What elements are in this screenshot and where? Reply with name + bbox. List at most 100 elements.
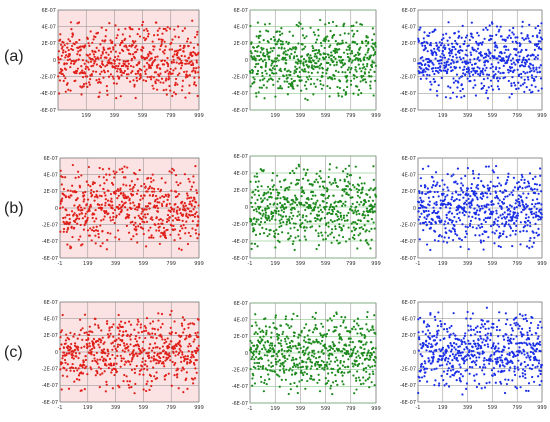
data-point — [322, 352, 325, 355]
data-point — [105, 178, 108, 182]
data-point — [313, 328, 316, 331]
data-point — [342, 216, 345, 219]
data-point — [298, 70, 301, 74]
data-point — [470, 203, 473, 207]
data-point — [330, 54, 334, 57]
data-point — [192, 181, 195, 184]
data-point — [70, 28, 73, 31]
data-point — [419, 184, 423, 187]
data-point — [144, 336, 147, 340]
data-point — [260, 57, 263, 61]
data-point — [355, 205, 358, 208]
data-point — [477, 73, 480, 76]
data-point — [288, 215, 291, 218]
data-point — [454, 180, 457, 183]
data-point — [125, 76, 129, 80]
data-point — [298, 362, 301, 365]
data-point — [346, 185, 349, 188]
data-point — [134, 335, 138, 338]
data-point — [72, 357, 75, 360]
data-point — [326, 85, 329, 88]
data-point — [499, 245, 502, 249]
data-point — [271, 364, 274, 368]
data-point — [93, 357, 96, 360]
data-point — [328, 354, 331, 357]
data-point — [281, 363, 284, 366]
data-point — [511, 193, 514, 197]
data-point — [351, 209, 354, 212]
data-point — [327, 175, 330, 179]
data-point — [330, 183, 333, 186]
data-point — [444, 46, 447, 50]
data-point — [540, 203, 543, 206]
data-point — [62, 216, 65, 220]
data-point — [439, 199, 442, 202]
data-point — [118, 62, 121, 65]
data-point — [73, 62, 76, 65]
data-point — [363, 58, 366, 62]
data-point — [511, 57, 515, 60]
data-point — [335, 166, 338, 169]
data-point — [446, 241, 449, 244]
data-point — [316, 78, 319, 81]
data-point — [160, 77, 164, 80]
data-point — [337, 218, 341, 221]
data-point — [344, 92, 348, 95]
data-point — [315, 201, 318, 204]
data-point — [329, 203, 333, 206]
data-point — [452, 238, 455, 242]
data-point — [509, 234, 512, 237]
data-point — [123, 69, 126, 73]
data-point — [524, 221, 527, 224]
data-point — [528, 70, 531, 73]
data-point — [183, 44, 186, 47]
data-point — [177, 183, 180, 187]
data-point — [521, 201, 524, 204]
data-point — [533, 79, 536, 82]
data-point — [283, 67, 287, 70]
data-point — [331, 392, 334, 396]
data-point — [305, 87, 308, 90]
data-point — [294, 236, 297, 239]
data-point — [456, 167, 460, 170]
data-point — [477, 213, 480, 216]
data-point — [60, 54, 63, 57]
data-point — [184, 96, 187, 99]
data-point — [72, 369, 76, 373]
data-point — [354, 165, 357, 168]
data-point — [111, 207, 114, 210]
data-point — [197, 233, 201, 236]
data-point — [127, 48, 130, 52]
data-point — [533, 205, 536, 208]
data-point — [469, 206, 472, 209]
data-point — [428, 65, 431, 68]
data-point — [316, 181, 320, 184]
data-point — [78, 217, 81, 220]
data-point — [174, 195, 177, 199]
data-point — [346, 85, 349, 89]
data-point — [264, 367, 267, 370]
data-point — [110, 325, 114, 329]
data-point — [177, 216, 180, 219]
data-point — [105, 322, 109, 325]
data-point — [374, 79, 377, 82]
data-point — [102, 76, 105, 79]
data-point — [538, 70, 542, 73]
data-point — [114, 24, 117, 27]
data-point — [142, 36, 146, 39]
data-point — [129, 53, 132, 56]
data-point — [126, 67, 129, 70]
data-point — [189, 360, 193, 363]
data-point — [120, 359, 123, 363]
data-point — [327, 53, 330, 56]
data-point — [124, 201, 127, 204]
data-point — [250, 242, 253, 245]
data-point — [330, 51, 333, 54]
data-point — [262, 47, 265, 50]
data-point — [178, 208, 181, 211]
data-point — [255, 210, 258, 213]
data-point — [361, 41, 364, 44]
data-point — [465, 211, 468, 214]
data-point — [278, 369, 282, 372]
